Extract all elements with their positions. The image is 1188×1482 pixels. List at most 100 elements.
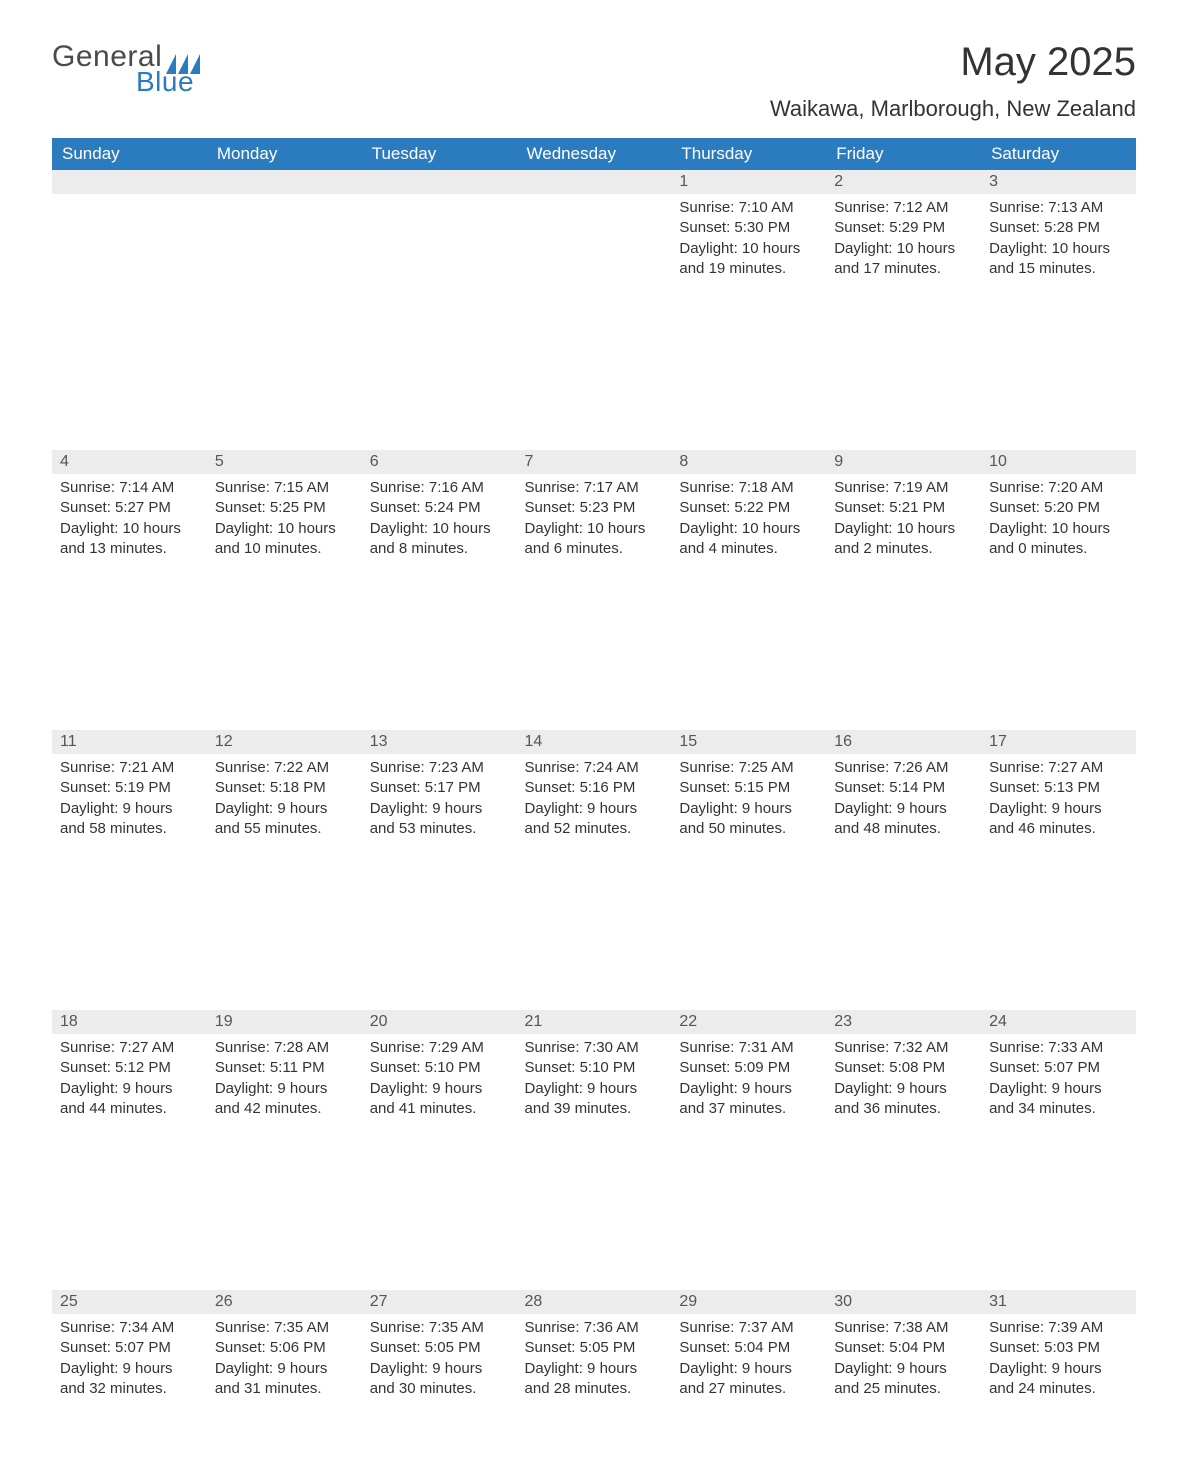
daynum-cell: 27 (362, 1290, 517, 1314)
daynum-cell: 16 (826, 730, 981, 754)
page-header: General Blue May 2025 Waikawa, Marlborou… (52, 40, 1136, 132)
daynum-cell: 11 (52, 730, 207, 754)
week-separator (52, 602, 1136, 730)
day-daylight2: and 15 minutes. (989, 259, 1128, 279)
day-daylight1: Daylight: 9 hours (525, 1079, 664, 1099)
day-number: 31 (981, 1290, 1136, 1314)
day-sunrise: Sunrise: 7:34 AM (60, 1318, 199, 1338)
day-cell: Sunrise: 7:33 AMSunset: 5:07 PMDaylight:… (981, 1034, 1136, 1162)
day-cell: Sunrise: 7:29 AMSunset: 5:10 PMDaylight:… (362, 1034, 517, 1162)
week-separator (52, 1162, 1136, 1290)
day-daylight2: and 46 minutes. (989, 819, 1128, 839)
day-sunrise: Sunrise: 7:36 AM (525, 1318, 664, 1338)
day-sunrise: Sunrise: 7:19 AM (834, 478, 973, 498)
day-cell: Sunrise: 7:19 AMSunset: 5:21 PMDaylight:… (826, 474, 981, 602)
daynum-cell: 8 (671, 450, 826, 474)
brand-logo: General Blue (52, 40, 200, 98)
brand-text-blue: Blue (136, 66, 194, 98)
day-daylight2: and 37 minutes. (679, 1099, 818, 1119)
day-cell (207, 194, 362, 322)
day-daylight1: Daylight: 9 hours (525, 799, 664, 819)
day-number: 20 (362, 1010, 517, 1034)
day-daylight1: Daylight: 9 hours (679, 799, 818, 819)
day-sunrise: Sunrise: 7:35 AM (215, 1318, 354, 1338)
day-body: Sunrise: 7:23 AMSunset: 5:17 PMDaylight:… (362, 754, 517, 845)
day-body: Sunrise: 7:39 AMSunset: 5:03 PMDaylight:… (981, 1314, 1136, 1405)
title-block: May 2025 Waikawa, Marlborough, New Zeala… (770, 40, 1136, 132)
day-daylight1: Daylight: 9 hours (679, 1079, 818, 1099)
day-sunset: Sunset: 5:08 PM (834, 1058, 973, 1078)
day-daylight1: Daylight: 9 hours (60, 1079, 199, 1099)
day-sunrise: Sunrise: 7:27 AM (989, 758, 1128, 778)
day-sunset: Sunset: 5:23 PM (525, 498, 664, 518)
day-body: Sunrise: 7:34 AMSunset: 5:07 PMDaylight:… (52, 1314, 207, 1405)
day-daylight2: and 39 minutes. (525, 1099, 664, 1119)
daynum-cell: 26 (207, 1290, 362, 1314)
daynum-cell (517, 170, 672, 194)
day-sunset: Sunset: 5:15 PM (679, 778, 818, 798)
weekday-header: Saturday (981, 138, 1136, 170)
week-row: Sunrise: 7:27 AMSunset: 5:12 PMDaylight:… (52, 1034, 1136, 1162)
day-sunrise: Sunrise: 7:21 AM (60, 758, 199, 778)
daynum-cell: 21 (517, 1010, 672, 1034)
daynum-cell: 13 (362, 730, 517, 754)
day-daylight2: and 8 minutes. (370, 539, 509, 559)
day-sunset: Sunset: 5:17 PM (370, 778, 509, 798)
day-cell: Sunrise: 7:27 AMSunset: 5:12 PMDaylight:… (52, 1034, 207, 1162)
day-number: 4 (52, 450, 207, 474)
daynum-cell: 22 (671, 1010, 826, 1034)
day-sunrise: Sunrise: 7:31 AM (679, 1038, 818, 1058)
day-sunset: Sunset: 5:07 PM (989, 1058, 1128, 1078)
day-cell: Sunrise: 7:34 AMSunset: 5:07 PMDaylight:… (52, 1314, 207, 1442)
day-cell: Sunrise: 7:38 AMSunset: 5:04 PMDaylight:… (826, 1314, 981, 1442)
daynum-cell: 30 (826, 1290, 981, 1314)
day-cell: Sunrise: 7:31 AMSunset: 5:09 PMDaylight:… (671, 1034, 826, 1162)
day-daylight2: and 19 minutes. (679, 259, 818, 279)
daynum-cell: 15 (671, 730, 826, 754)
day-body: Sunrise: 7:30 AMSunset: 5:10 PMDaylight:… (517, 1034, 672, 1125)
day-cell: Sunrise: 7:26 AMSunset: 5:14 PMDaylight:… (826, 754, 981, 882)
day-daylight2: and 32 minutes. (60, 1379, 199, 1399)
day-daylight1: Daylight: 10 hours (834, 239, 973, 259)
day-cell: Sunrise: 7:35 AMSunset: 5:06 PMDaylight:… (207, 1314, 362, 1442)
day-daylight1: Daylight: 10 hours (989, 239, 1128, 259)
day-number: 18 (52, 1010, 207, 1034)
day-daylight1: Daylight: 9 hours (834, 1359, 973, 1379)
day-daylight2: and 44 minutes. (60, 1099, 199, 1119)
day-daylight1: Daylight: 10 hours (370, 519, 509, 539)
day-body: Sunrise: 7:26 AMSunset: 5:14 PMDaylight:… (826, 754, 981, 845)
day-sunrise: Sunrise: 7:37 AM (679, 1318, 818, 1338)
day-sunset: Sunset: 5:25 PM (215, 498, 354, 518)
day-daylight1: Daylight: 9 hours (370, 1359, 509, 1379)
day-sunrise: Sunrise: 7:24 AM (525, 758, 664, 778)
day-number: 7 (517, 450, 672, 474)
day-daylight1: Daylight: 10 hours (834, 519, 973, 539)
day-daylight2: and 42 minutes. (215, 1099, 354, 1119)
day-sunrise: Sunrise: 7:30 AM (525, 1038, 664, 1058)
day-number: 30 (826, 1290, 981, 1314)
day-number (362, 170, 517, 194)
day-body: Sunrise: 7:28 AMSunset: 5:11 PMDaylight:… (207, 1034, 362, 1125)
day-number: 6 (362, 450, 517, 474)
day-sunrise: Sunrise: 7:20 AM (989, 478, 1128, 498)
day-sunset: Sunset: 5:05 PM (370, 1338, 509, 1358)
day-sunset: Sunset: 5:14 PM (834, 778, 973, 798)
day-body: Sunrise: 7:33 AMSunset: 5:07 PMDaylight:… (981, 1034, 1136, 1125)
day-daylight2: and 17 minutes. (834, 259, 973, 279)
daynum-cell (362, 170, 517, 194)
day-daylight1: Daylight: 9 hours (989, 1359, 1128, 1379)
day-number: 29 (671, 1290, 826, 1314)
day-daylight2: and 55 minutes. (215, 819, 354, 839)
daynum-cell: 23 (826, 1010, 981, 1034)
day-cell: Sunrise: 7:22 AMSunset: 5:18 PMDaylight:… (207, 754, 362, 882)
day-sunrise: Sunrise: 7:26 AM (834, 758, 973, 778)
day-sunrise: Sunrise: 7:25 AM (679, 758, 818, 778)
day-sunrise: Sunrise: 7:17 AM (525, 478, 664, 498)
daynum-cell: 3 (981, 170, 1136, 194)
day-sunset: Sunset: 5:22 PM (679, 498, 818, 518)
day-cell: Sunrise: 7:24 AMSunset: 5:16 PMDaylight:… (517, 754, 672, 882)
day-number: 1 (671, 170, 826, 194)
daynum-cell: 12 (207, 730, 362, 754)
day-daylight2: and 34 minutes. (989, 1099, 1128, 1119)
day-daylight2: and 58 minutes. (60, 819, 199, 839)
